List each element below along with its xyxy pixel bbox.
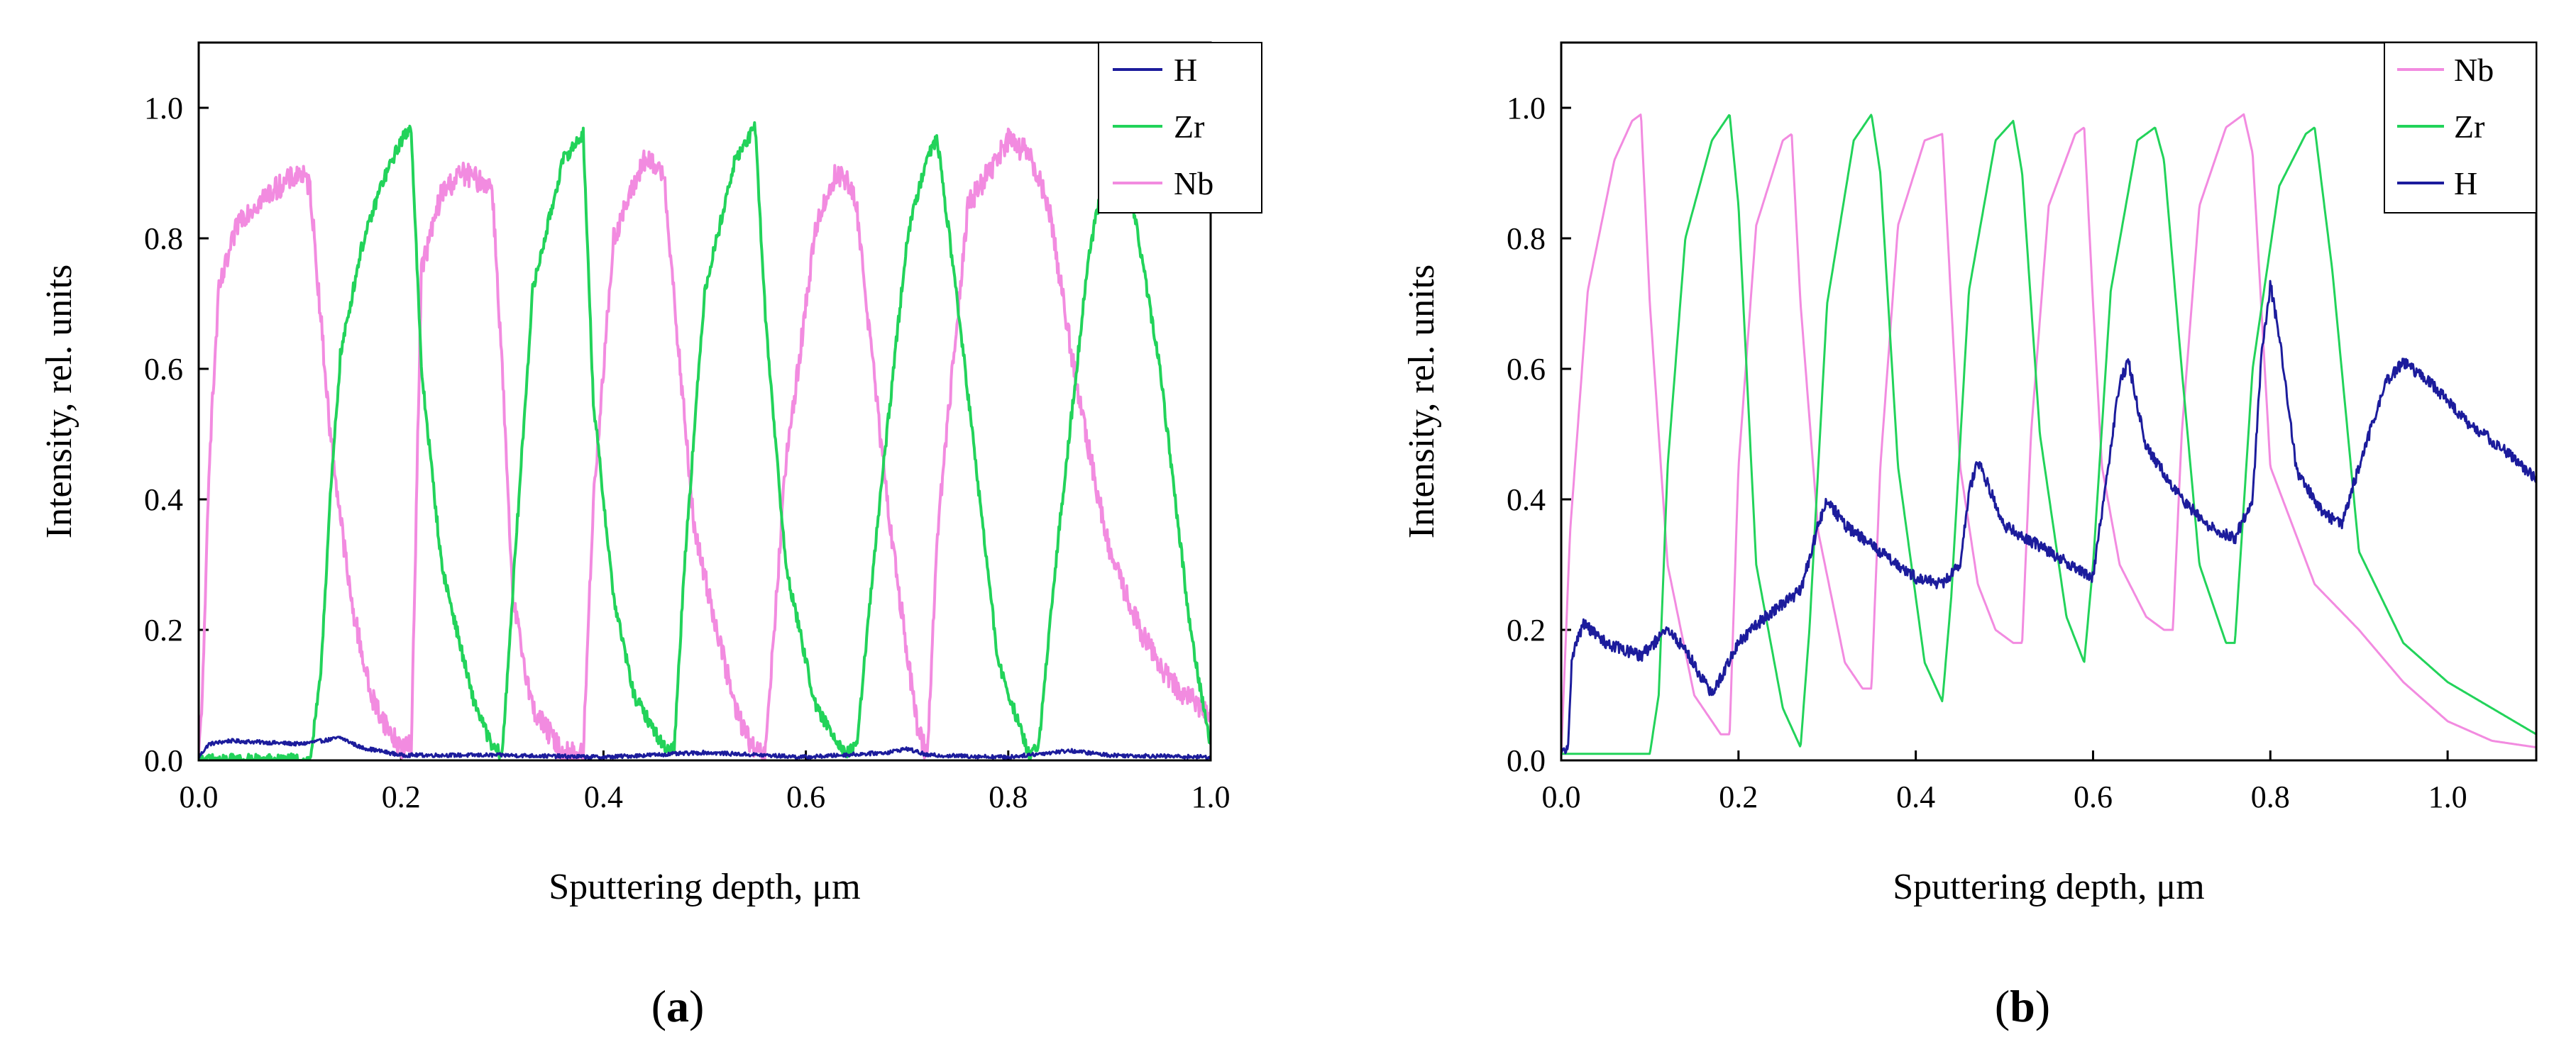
- legend-label-h: H: [1174, 52, 1197, 88]
- legend-label-h: H: [2454, 165, 2477, 201]
- y-tick-label: 1.0: [144, 91, 183, 126]
- legend-label-zr: Zr: [1174, 109, 1204, 145]
- y-tick-label: 1.0: [1507, 91, 1546, 126]
- caption-open-paren: (: [651, 981, 666, 1031]
- series-line-h: [1561, 279, 2536, 755]
- series-line-zr: [199, 121, 1211, 760]
- legend-a: H Zr Nb: [1098, 42, 1262, 214]
- series-line-nb: [199, 127, 1211, 760]
- series-group-a: [199, 121, 1211, 760]
- caption-close-paren: ): [689, 981, 704, 1031]
- y-axis-title: Intensity, rel. units: [1402, 265, 1442, 539]
- x-tick-label: 0.4: [584, 780, 623, 814]
- x-tick-label: 1.0: [2428, 780, 2467, 814]
- y-tick-label: 0.2: [1507, 613, 1546, 648]
- plot-frame-a: [197, 41, 1212, 762]
- caption-open-paren: (: [1995, 981, 2010, 1031]
- y-tick-label: 0.8: [1507, 221, 1546, 256]
- x-tick-label: 0.2: [382, 780, 421, 814]
- y-tick-label: 0.4: [1507, 482, 1546, 517]
- y-tick-label: 0.6: [1507, 352, 1546, 387]
- caption-close-paren: ): [2035, 981, 2050, 1031]
- plot-area-b: [1561, 43, 2536, 760]
- chart-panel-a: 0.0 0.2 0.4 0.6 0.8 1.0 0.0 0.2 0.4 0.6 …: [39, 41, 1262, 1031]
- series-line-nb: [1561, 113, 2536, 754]
- series-group-b: [1561, 113, 2536, 755]
- panel-caption-a: (a): [651, 981, 705, 1031]
- x-tick-label: 0.6: [2074, 780, 2113, 814]
- y-tick-label: 0.4: [144, 482, 183, 517]
- legend-label-nb: Nb: [1174, 165, 1213, 201]
- x-tick-label: 0.2: [1719, 780, 1758, 814]
- y-axis-title: Intensity, rel. units: [39, 265, 79, 539]
- legend-label-nb: Nb: [2454, 52, 2494, 88]
- y-tick-label: 0.6: [144, 352, 183, 387]
- legend-label-zr: Zr: [2454, 109, 2484, 145]
- legend-b: Nb Zr H: [2384, 42, 2537, 214]
- chart-panel-b: 0.0 0.2 0.4 0.6 0.8 1.0 0.0 0.2 0.4 0.6 …: [1402, 41, 2538, 1031]
- plot-frame-b: [1560, 41, 2538, 762]
- y-tick-label: 0.8: [144, 221, 183, 256]
- y-tick-label: 0.0: [144, 743, 183, 778]
- x-tick-label: 0.0: [180, 780, 219, 814]
- plot-area-a: [199, 43, 1211, 760]
- series-line-h: [199, 736, 1211, 760]
- x-axis-title: Sputtering depth, μm: [1893, 867, 2205, 907]
- x-tick-label: 0.0: [1542, 780, 1581, 814]
- x-tick-label: 0.8: [2251, 780, 2290, 814]
- x-tick-label: 1.0: [1191, 780, 1231, 814]
- y-tick-label: 0.2: [144, 613, 183, 648]
- caption-letter: a: [666, 981, 689, 1031]
- caption-letter: b: [2010, 981, 2035, 1031]
- panel-caption-b: (b): [1995, 981, 2050, 1031]
- x-axis-title: Sputtering depth, μm: [549, 867, 861, 907]
- series-line-zr: [1561, 113, 2536, 755]
- x-tick-label: 0.4: [1896, 780, 1935, 814]
- x-tick-label: 0.6: [786, 780, 825, 814]
- x-tick-label: 0.8: [989, 780, 1028, 814]
- y-tick-label: 0.0: [1507, 743, 1546, 778]
